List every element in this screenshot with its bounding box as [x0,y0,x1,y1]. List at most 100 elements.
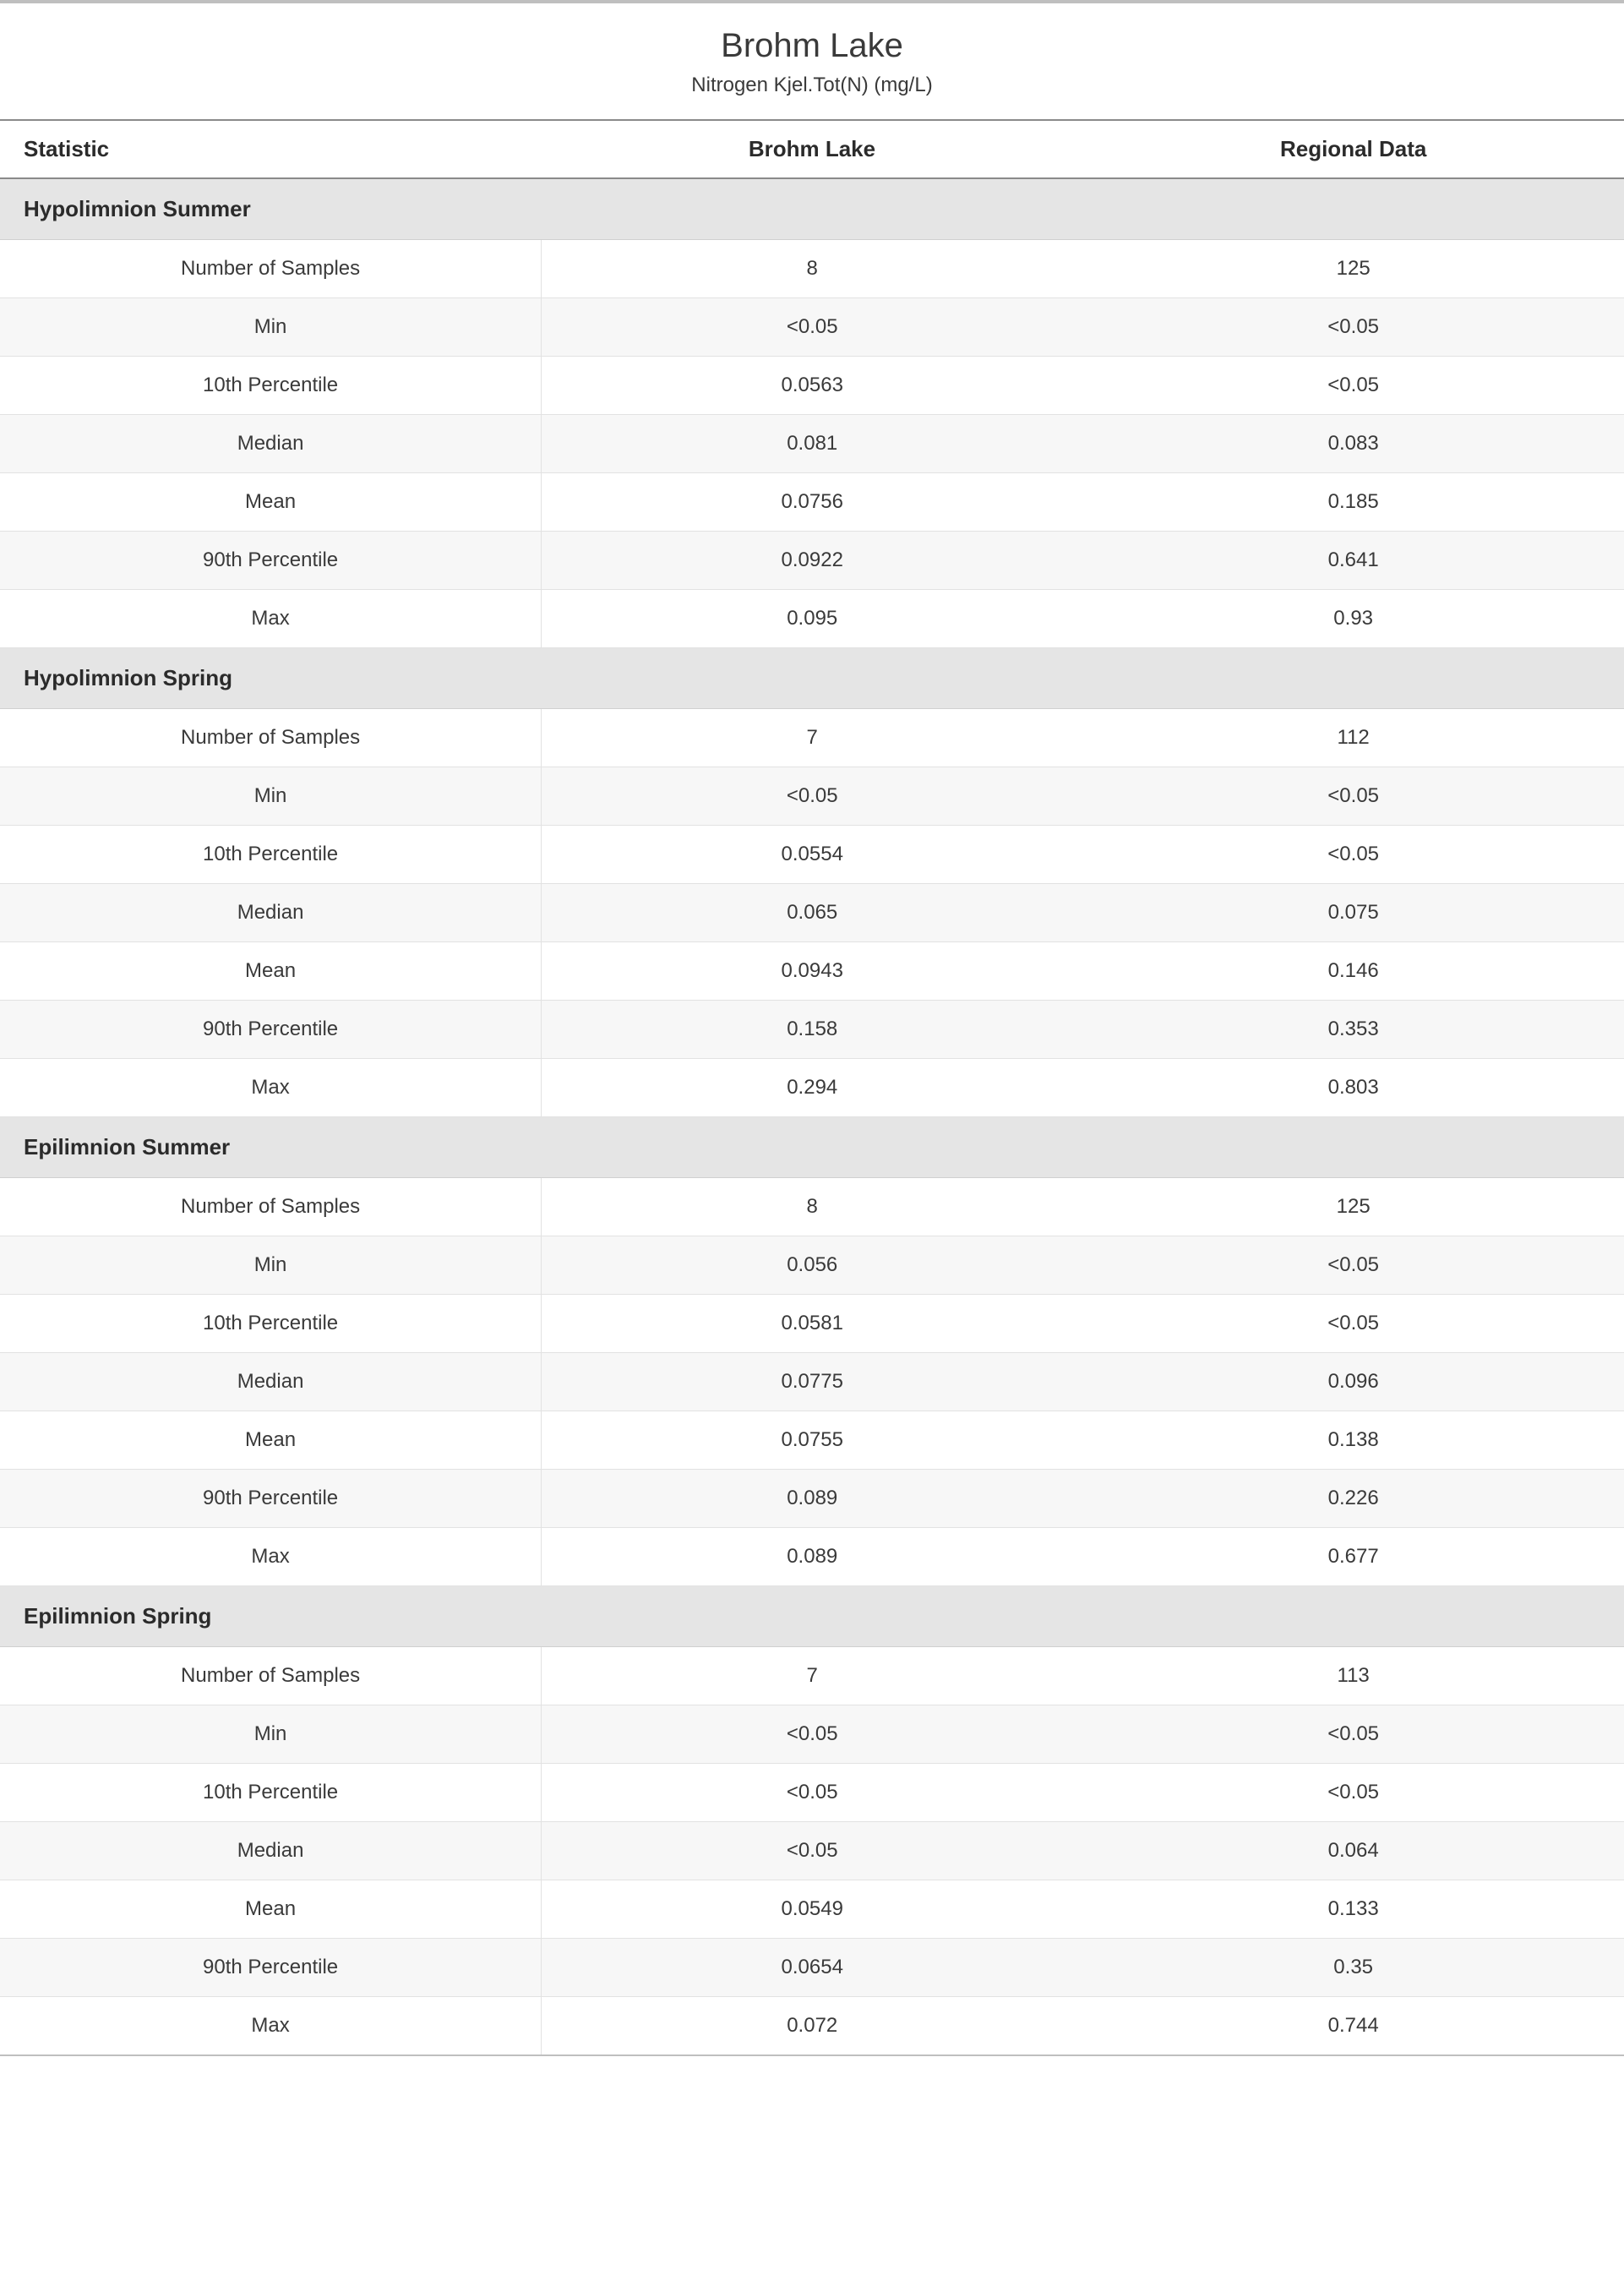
section-header-row: Hypolimnion Spring [0,648,1624,709]
stat-lake-value: 7 [542,1647,1083,1705]
stat-name: Number of Samples [0,240,542,298]
table-row: 90th Percentile0.0890.226 [0,1470,1624,1528]
stat-name: 10th Percentile [0,826,542,884]
table-row: Median0.07750.096 [0,1353,1624,1411]
section-header-row: Epilimnion Spring [0,1586,1624,1647]
table-row: 10th Percentile<0.05<0.05 [0,1764,1624,1822]
stat-regional-value: 125 [1082,240,1624,298]
table-row: Min<0.05<0.05 [0,767,1624,826]
table-row: Number of Samples7112 [0,709,1624,767]
report-page: Brohm Lake Nitrogen Kjel.Tot(N) (mg/L) S… [0,0,1624,2056]
stat-name: 10th Percentile [0,357,542,415]
table-row: 10th Percentile0.0581<0.05 [0,1295,1624,1353]
stat-name: Max [0,1528,542,1586]
col-header-lake: Brohm Lake [542,120,1083,178]
stat-regional-value: 125 [1082,1178,1624,1236]
stat-regional-value: 0.641 [1082,532,1624,590]
stat-name: 10th Percentile [0,1764,542,1822]
stat-lake-value: <0.05 [542,1705,1083,1764]
table-row: Median0.0650.075 [0,884,1624,942]
stat-lake-value: 0.095 [542,590,1083,648]
section-title: Epilimnion Summer [0,1117,1624,1178]
section-header-row: Epilimnion Summer [0,1117,1624,1178]
table-row: Min<0.05<0.05 [0,1705,1624,1764]
stat-name: Median [0,884,542,942]
table-row: Mean0.07550.138 [0,1411,1624,1470]
table-header-row: Statistic Brohm Lake Regional Data [0,120,1624,178]
section-title: Hypolimnion Summer [0,178,1624,240]
stat-name: Mean [0,1411,542,1470]
stat-lake-value: 0.072 [542,1997,1083,2056]
stat-lake-value: 0.0775 [542,1353,1083,1411]
stat-name: 90th Percentile [0,1001,542,1059]
stat-regional-value: <0.05 [1082,1764,1624,1822]
section-title: Epilimnion Spring [0,1586,1624,1647]
col-header-regional: Regional Data [1082,120,1624,178]
table-row: Mean0.07560.185 [0,473,1624,532]
page-title: Brohm Lake [0,27,1624,65]
stat-name: Min [0,1236,542,1295]
stat-regional-value: 0.35 [1082,1939,1624,1997]
stat-lake-value: 0.0563 [542,357,1083,415]
stat-regional-value: 0.133 [1082,1880,1624,1939]
stat-lake-value: 0.0756 [542,473,1083,532]
stat-lake-value: 0.0581 [542,1295,1083,1353]
table-row: 90th Percentile0.06540.35 [0,1939,1624,1997]
stat-regional-value: 0.083 [1082,415,1624,473]
stat-lake-value: <0.05 [542,767,1083,826]
stat-name: 90th Percentile [0,1470,542,1528]
stat-name: Min [0,767,542,826]
stat-name: Median [0,1822,542,1880]
table-section: Epilimnion SummerNumber of Samples8125Mi… [0,1117,1624,1586]
stat-regional-value: 0.096 [1082,1353,1624,1411]
stat-regional-value: 0.803 [1082,1059,1624,1117]
stat-regional-value: 0.146 [1082,942,1624,1001]
stat-lake-value: 7 [542,709,1083,767]
table-section: Hypolimnion SummerNumber of Samples8125M… [0,178,1624,648]
stat-regional-value: 0.064 [1082,1822,1624,1880]
stat-regional-value: <0.05 [1082,767,1624,826]
stat-regional-value: 112 [1082,709,1624,767]
table-section: Hypolimnion SpringNumber of Samples7112M… [0,648,1624,1117]
stat-regional-value: <0.05 [1082,298,1624,357]
stat-regional-value: 113 [1082,1647,1624,1705]
stat-name: Number of Samples [0,1647,542,1705]
stat-lake-value: 0.056 [542,1236,1083,1295]
stat-lake-value: <0.05 [542,1764,1083,1822]
table-row: Number of Samples8125 [0,1178,1624,1236]
stat-name: Max [0,1997,542,2056]
stat-regional-value: 0.677 [1082,1528,1624,1586]
col-header-statistic: Statistic [0,120,542,178]
table-row: Number of Samples7113 [0,1647,1624,1705]
table-row: 90th Percentile0.1580.353 [0,1001,1624,1059]
stat-name: Mean [0,473,542,532]
section-title: Hypolimnion Spring [0,648,1624,709]
stat-regional-value: 0.93 [1082,590,1624,648]
table-row: Median0.0810.083 [0,415,1624,473]
stat-lake-value: 0.089 [542,1528,1083,1586]
stat-regional-value: 0.138 [1082,1411,1624,1470]
stat-lake-value: 0.0554 [542,826,1083,884]
table-row: Number of Samples8125 [0,240,1624,298]
table-section: Epilimnion SpringNumber of Samples7113Mi… [0,1586,1624,2056]
stat-regional-value: <0.05 [1082,1295,1624,1353]
stats-table: Statistic Brohm Lake Regional Data Hypol… [0,119,1624,2056]
stat-name: Mean [0,942,542,1001]
stat-regional-value: <0.05 [1082,1236,1624,1295]
stat-regional-value: <0.05 [1082,826,1624,884]
stat-lake-value: 0.0922 [542,532,1083,590]
stat-name: Mean [0,1880,542,1939]
stat-regional-value: 0.075 [1082,884,1624,942]
stat-name: Min [0,298,542,357]
table-row: Min<0.05<0.05 [0,298,1624,357]
table-row: 10th Percentile0.0554<0.05 [0,826,1624,884]
stat-name: 90th Percentile [0,532,542,590]
stat-lake-value: 0.081 [542,415,1083,473]
table-row: Mean0.05490.133 [0,1880,1624,1939]
title-block: Brohm Lake Nitrogen Kjel.Tot(N) (mg/L) [0,3,1624,104]
stat-lake-value: 8 [542,240,1083,298]
table-row: Median<0.050.064 [0,1822,1624,1880]
stat-name: Max [0,590,542,648]
stat-lake-value: 0.158 [542,1001,1083,1059]
stat-lake-value: 0.0943 [542,942,1083,1001]
